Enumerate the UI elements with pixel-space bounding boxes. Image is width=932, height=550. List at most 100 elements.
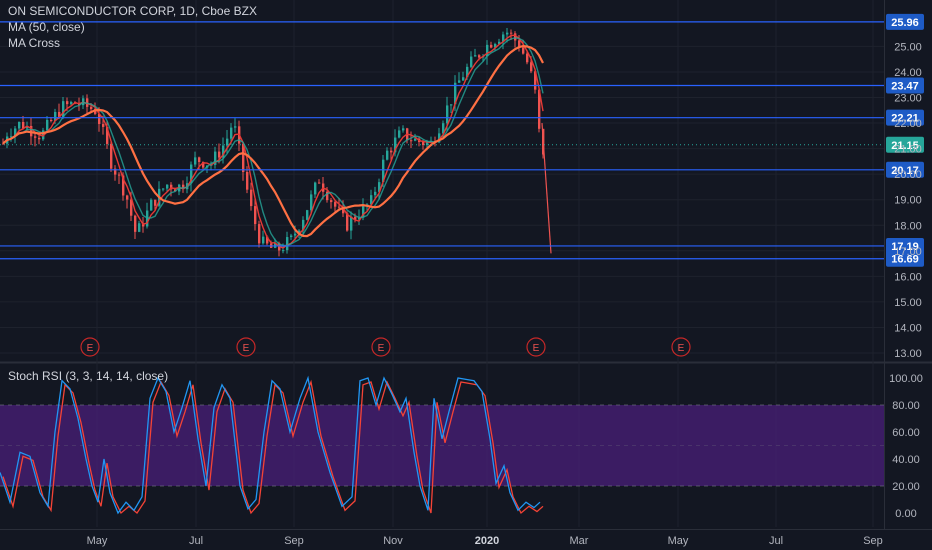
candle-body [134, 215, 137, 232]
earnings-marker-icon [526, 337, 546, 357]
price-axis-tick-label: 18.00 [894, 220, 922, 232]
candle-body [234, 126, 237, 128]
price-level-tag-label: 20.17 [891, 165, 919, 177]
price-level-tag [886, 250, 924, 267]
candle-body [514, 33, 517, 41]
candle-body [218, 151, 221, 158]
price-level-tag-label: 22.21 [891, 113, 919, 125]
candle-body [130, 199, 133, 216]
candle-body [306, 210, 309, 220]
candle-body [362, 204, 365, 218]
candle-body [98, 113, 101, 125]
candle-body [170, 184, 173, 190]
candle-body [526, 53, 529, 63]
candle-body [346, 213, 349, 231]
candle-body [254, 206, 257, 225]
candle-body [454, 82, 457, 105]
earnings-marker-icon [671, 337, 691, 357]
candle-body [370, 195, 373, 205]
candle-body [46, 119, 49, 131]
earnings-marker-icon [80, 337, 100, 357]
candle-body [458, 80, 461, 83]
candle-body [474, 55, 477, 57]
candle-body [226, 138, 229, 146]
candle-body [494, 44, 497, 48]
candle-body [70, 101, 73, 105]
candle-body [246, 171, 249, 190]
stoch-rsi-k-line [0, 375, 541, 515]
time-axis-tick-label: Sep [863, 535, 883, 547]
candle-body [414, 138, 417, 141]
price-level-tag-label: 23.47 [891, 80, 919, 92]
candle-body [426, 141, 429, 146]
candle-body [62, 101, 65, 117]
last-price-tag-label: 21.15 [891, 140, 919, 152]
price-axis-tick-label: 15.00 [894, 297, 922, 309]
price-axis-tick-label: 23.00 [894, 93, 922, 105]
candle-body [410, 140, 413, 142]
candle-body [262, 236, 265, 244]
candle-body [162, 188, 165, 190]
candle-body [498, 41, 501, 45]
candle-body [378, 182, 381, 192]
candle-body [354, 216, 357, 220]
candle-body [282, 250, 285, 252]
candle-body [258, 224, 261, 244]
candle-body [138, 223, 141, 232]
candle-body [194, 157, 197, 165]
symbol-title[interactable]: ON SEMICONDUCTOR CORP, 1D, Cboe BZX [8, 4, 257, 18]
candle-body [266, 236, 269, 244]
price-axis-tick-label: 13.00 [894, 348, 922, 360]
ma-cross-fast-line [2, 34, 544, 249]
candle-body [442, 123, 445, 134]
price-level-tag [886, 109, 924, 126]
candle-body [486, 44, 489, 57]
candle-body [310, 194, 313, 211]
candle-body [394, 137, 397, 153]
candle-body [2, 143, 5, 145]
candle-body [122, 175, 125, 196]
candle-body [534, 71, 537, 90]
price-level-tag [886, 237, 924, 254]
candle-body [86, 98, 89, 107]
candle-body [90, 106, 93, 110]
candle-body [522, 47, 525, 54]
candle-body [190, 164, 193, 184]
stoch-rsi-label[interactable]: Stoch RSI (3, 3, 14, 14, close) [8, 369, 169, 383]
candle-body [38, 137, 41, 140]
time-axis-tick-label: May [668, 535, 689, 547]
earnings-marker-icon [371, 337, 391, 357]
candle-body [118, 174, 121, 176]
candle-body [154, 199, 157, 206]
price-axis-tick-label: 24.00 [894, 67, 922, 79]
last-price-tag [886, 136, 924, 153]
earnings-marker-label: E [243, 343, 250, 354]
candle-body [446, 105, 449, 124]
candle-body [166, 184, 169, 189]
price-axis-tick-label: 17.00 [894, 246, 922, 258]
candle-body [198, 157, 201, 162]
candle-body [502, 34, 505, 42]
price-level-tag [886, 13, 924, 30]
price-level-tag [886, 77, 924, 94]
candle-body [478, 55, 481, 58]
earnings-marker-label: E [87, 343, 94, 354]
time-axis-tick-label: Sep [284, 535, 304, 547]
candle-body [438, 133, 441, 143]
candle-body [94, 109, 97, 114]
price-axis-tick-label: 21.00 [894, 144, 922, 156]
candle-body [22, 121, 25, 129]
candle-body [326, 191, 329, 201]
candle-body [106, 126, 109, 144]
candle-body [18, 121, 21, 129]
ma-indicator-label[interactable]: MA (50, close) [8, 20, 85, 34]
rsi-axis-tick-label: 80.00 [892, 400, 920, 412]
candle-body [350, 216, 353, 231]
ma-cross-indicator-label[interactable]: MA Cross [8, 36, 61, 50]
time-axis-tick-label: 2020 [475, 535, 499, 547]
candle-body [382, 159, 385, 183]
candle-body [318, 182, 321, 184]
price-level-tag-label: 17.19 [891, 241, 919, 253]
